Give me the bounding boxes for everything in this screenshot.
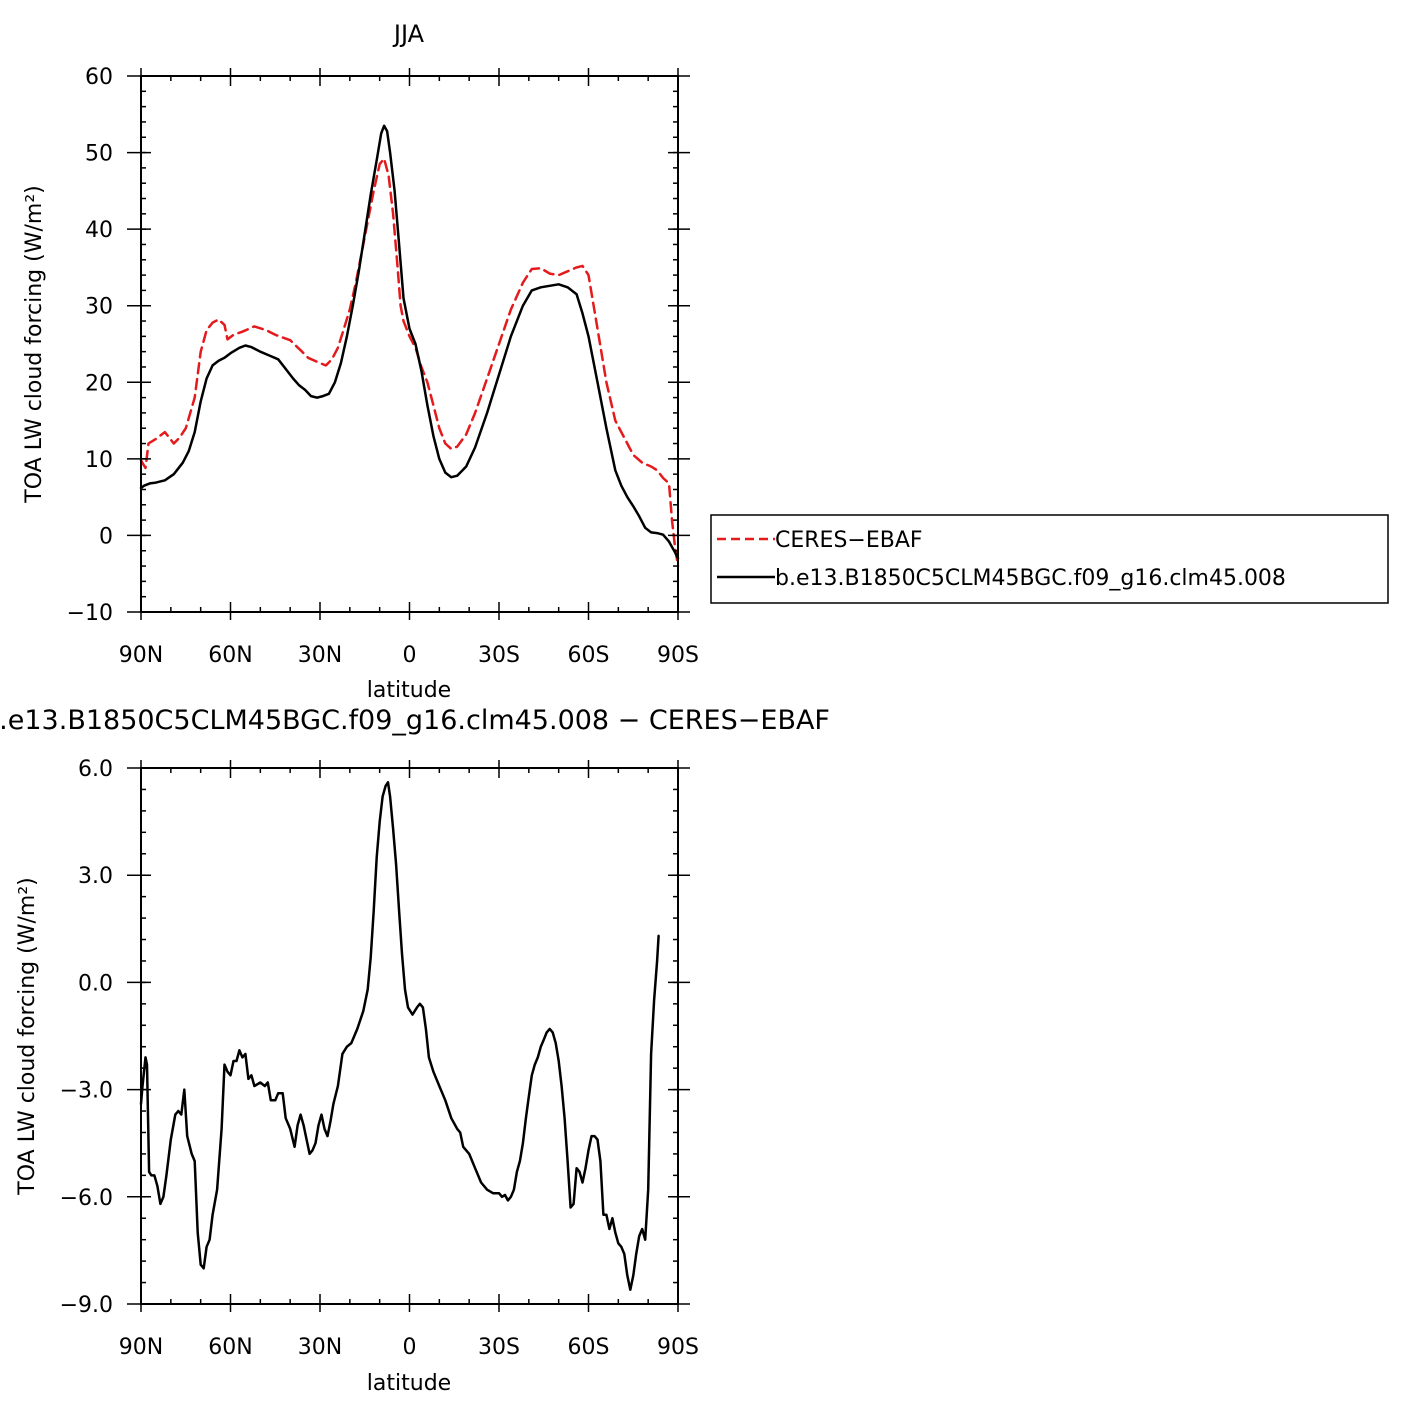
bottom-series-layer	[139, 781, 660, 1291]
top-x-tick-label: 0	[403, 643, 417, 668]
top-y-tick-label: 20	[85, 371, 113, 396]
top-y-tick-label: 40	[85, 218, 113, 243]
bottom-x-tick-label: 60S	[568, 1335, 610, 1360]
top-series-line-1	[139, 124, 680, 560]
legend-box	[710, 514, 1389, 604]
top-series-layer	[139, 124, 680, 568]
bottom-y-tick-label: 3.0	[78, 864, 113, 889]
legend-label-ceres: CERES−EBAF	[775, 528, 923, 553]
legend: CERES−EBAF b.e13.B1850C5CLM45BGC.f09_g16…	[710, 514, 1389, 604]
bottom-y-tick-label: 0.0	[78, 971, 113, 996]
top-x-tick-label: 90S	[657, 643, 699, 668]
bottom-plot-frame	[140, 767, 679, 1305]
bottom-y-tick-label: −9.0	[60, 1293, 113, 1318]
top-y-tick-label: 30	[85, 295, 113, 320]
top-plot-frame	[140, 75, 679, 613]
bottom-y-axis-label: TOA LW cloud forcing (W/m²)	[15, 877, 40, 1195]
top-y-tick-label: 50	[85, 142, 113, 167]
bottom-x-tick-label: 30S	[478, 1335, 520, 1360]
top-x-tick-label: 30N	[298, 643, 342, 668]
top-x-tick-label: 90N	[119, 643, 163, 668]
top-x-tick-label: 30S	[478, 643, 520, 668]
bottom-y-tick-label: 6.0	[78, 757, 113, 782]
bottom-series-line-0	[139, 781, 660, 1291]
bottom-x-tick-label: 30N	[298, 1335, 342, 1360]
top-x-tick-label: 60S	[568, 643, 610, 668]
top-y-axis-label: TOA LW cloud forcing (W/m²)	[22, 185, 47, 503]
top-panel: JJA 90N 60N 30N 0 30S 60S 90S−100102030405060 …	[22, 20, 699, 703]
bottom-y-tick-label: −3.0	[60, 1079, 113, 1104]
top-x-axis-label: latitude	[367, 678, 451, 703]
legend-label-model: b.e13.B1850C5CLM45BGC.f09_g16.clm45.008	[775, 566, 1286, 591]
top-series-line-0	[139, 157, 680, 568]
bottom-x-tick-label: 0	[403, 1335, 417, 1360]
top-ticks-layer: 90N 60N 30N 0 30S 60S 90S −10 0 10 20 30 40 50 60	[67, 65, 699, 668]
bottom-x-tick-label: 60N	[208, 1335, 252, 1360]
top-y-tick-label: 10	[85, 448, 113, 473]
top-y-tick-label: 60	[85, 65, 113, 90]
top-y-tick-label: 0	[99, 524, 113, 549]
bottom-x-axis-label: latitude	[367, 1371, 451, 1396]
bottom-x-tick-label: 90N	[119, 1335, 163, 1360]
top-chart-title: JJA	[392, 20, 425, 48]
bottom-panel: b.e13.B1850C5CLM45BGC.f09_g16.clm45.008 …	[0, 705, 830, 1396]
bottom-chart-title: b.e13.B1850C5CLM45BGC.f09_g16.clm45.008 …	[0, 705, 830, 736]
top-y-tick-label: −10	[67, 601, 113, 626]
top-x-tick-label: 60N	[208, 643, 252, 668]
bottom-ticks-layer: 90N 60N 30N 0 30S 60S 90S −9.0 −6.0 −3.0 0.0 3.0 6.0	[60, 757, 699, 1360]
bottom-x-tick-label: 90S	[657, 1335, 699, 1360]
bottom-y-tick-label: −6.0	[60, 1186, 113, 1211]
